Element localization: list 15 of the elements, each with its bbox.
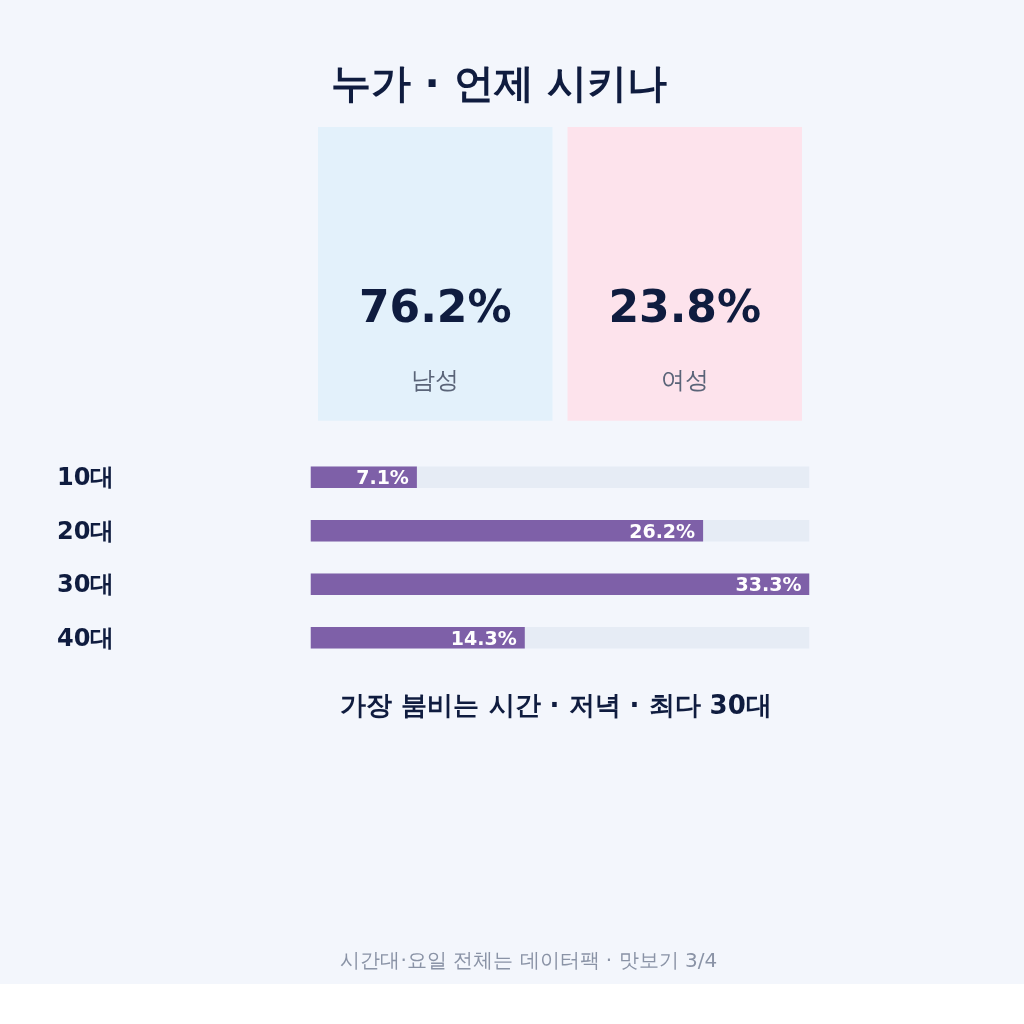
data-label: 33.3%	[735, 573, 802, 596]
text: 누가 · 언제 시키나	[330, 59, 668, 106]
y-tick-label: 30대	[57, 570, 115, 599]
text: 23.8%	[608, 280, 762, 332]
text: 76.2%	[358, 280, 512, 332]
category-label: 남성	[411, 366, 460, 395]
y-tick-label: 10대	[57, 463, 115, 492]
data-label: 14.3%	[450, 626, 517, 649]
y-tick-label: 40대	[57, 623, 115, 652]
data-label: 7.1%	[356, 466, 409, 489]
data-label: 26.2%	[629, 519, 696, 542]
text: 시간대·요일 전체는 데이터팩 · 맛보기 3/4	[340, 947, 718, 972]
text: 가장 붐비는 시간 · 저녁 · 최다 30대	[340, 689, 772, 720]
category-label: 여성	[660, 366, 709, 395]
y-tick-label: 20대	[57, 516, 115, 545]
